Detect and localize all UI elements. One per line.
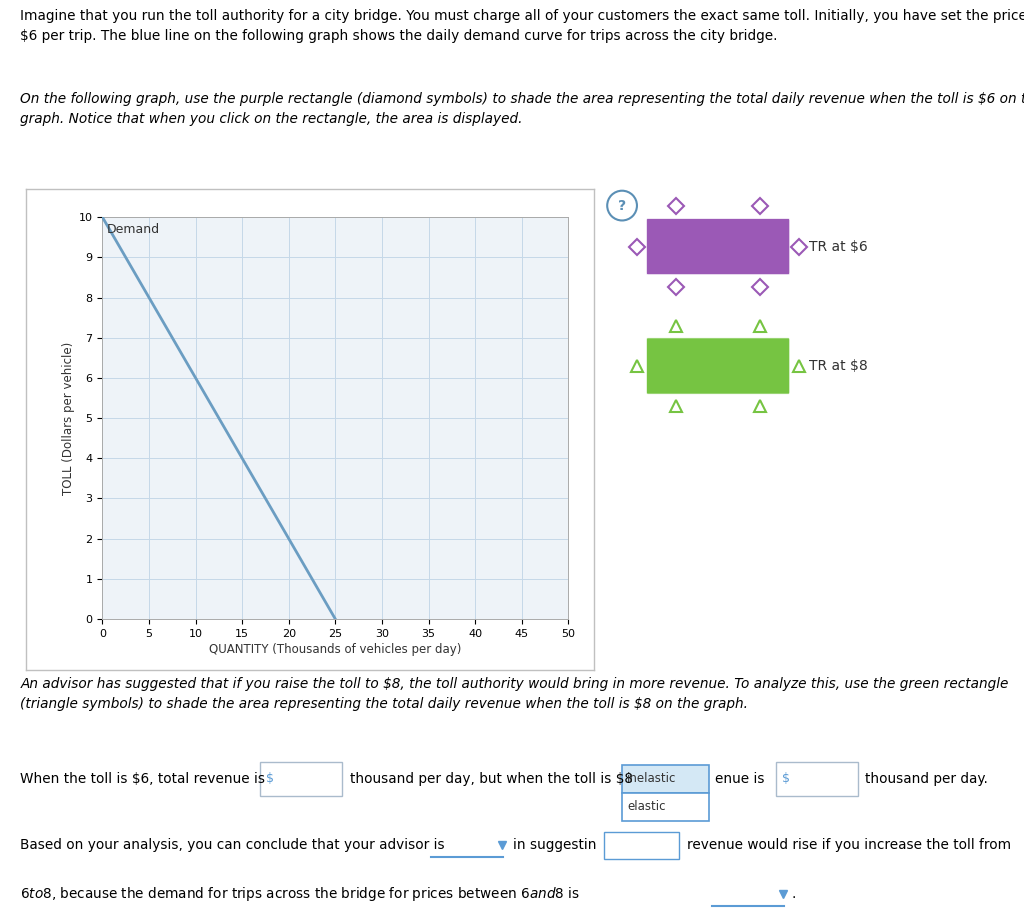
Text: enue is: enue is xyxy=(715,772,764,786)
Text: On the following graph, use the purple rectangle (diamond symbols) to shade the : On the following graph, use the purple r… xyxy=(20,92,1024,126)
Text: When the toll is $6, total revenue is: When the toll is $6, total revenue is xyxy=(20,772,265,786)
Text: TR at $6: TR at $6 xyxy=(809,239,867,253)
Y-axis label: TOLL (Dollars per vehicle): TOLL (Dollars per vehicle) xyxy=(61,342,75,494)
Bar xyxy=(623,793,709,821)
Text: thousand per day.: thousand per day. xyxy=(865,772,988,786)
X-axis label: QUANTITY (Thousands of vehicles per day): QUANTITY (Thousands of vehicles per day) xyxy=(209,643,462,656)
Bar xyxy=(623,765,709,793)
Text: Demand: Demand xyxy=(108,224,160,237)
Text: $6 to $8, because the demand for trips across the bridge for prices between $6 a: $6 to $8, because the demand for trips a… xyxy=(20,885,581,904)
Bar xyxy=(604,832,679,859)
Text: in suggestin: in suggestin xyxy=(513,838,596,853)
Text: $: $ xyxy=(781,772,790,785)
Text: ?: ? xyxy=(618,199,626,213)
Bar xyxy=(776,762,857,796)
FancyBboxPatch shape xyxy=(646,218,790,274)
Text: Based on your analysis, you can conclude that your advisor is: Based on your analysis, you can conclude… xyxy=(20,838,445,853)
Text: $: $ xyxy=(266,772,274,785)
Text: An advisor has suggested that if you raise the toll to $8, the toll authority wo: An advisor has suggested that if you rai… xyxy=(20,677,1009,711)
Bar xyxy=(260,762,342,796)
Text: thousand per day, but when the toll is $8: thousand per day, but when the toll is $… xyxy=(350,772,633,786)
Text: .: . xyxy=(792,887,796,902)
Text: elastic: elastic xyxy=(627,800,666,813)
FancyBboxPatch shape xyxy=(646,338,790,394)
Text: revenue would rise if you increase the toll from: revenue would rise if you increase the t… xyxy=(687,838,1011,853)
Text: TR at $8: TR at $8 xyxy=(809,359,867,373)
Text: Imagine that you run the toll authority for a city bridge. You must charge all o: Imagine that you run the toll authority … xyxy=(20,9,1024,43)
Text: inelastic: inelastic xyxy=(627,772,677,785)
